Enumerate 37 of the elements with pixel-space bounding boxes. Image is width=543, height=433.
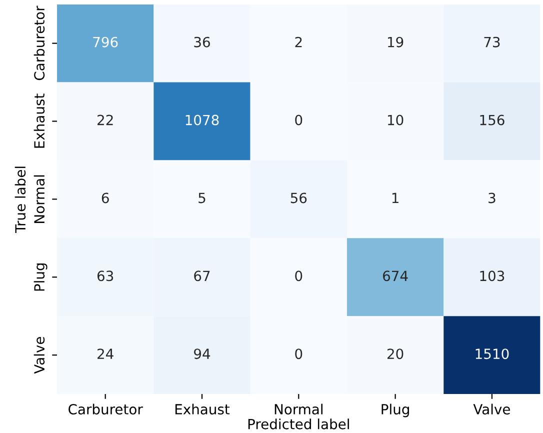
x-tick-label: Exhaust — [175, 404, 230, 415]
data-label: 103 — [480, 270, 504, 282]
data-label: 56 — [290, 192, 307, 204]
x-tick-label: Normal — [274, 404, 322, 415]
data-label: 3 — [488, 192, 496, 204]
x-tick-label: Valve — [473, 404, 510, 415]
y-tick-label: Normal — [34, 175, 45, 223]
y-tick-label: Valve — [34, 337, 45, 374]
data-label: 156 — [480, 114, 504, 126]
data-label: 0 — [295, 348, 302, 360]
data-label: 67 — [194, 270, 210, 282]
data-label: 5 — [198, 192, 206, 204]
data-label: 6 — [102, 192, 109, 204]
x-tick-label: Plug — [382, 404, 409, 418]
data-label: 674 — [383, 270, 408, 282]
data-label: 24 — [98, 348, 114, 359]
data-label: 19 — [388, 36, 404, 48]
data-label: 36 — [194, 36, 210, 48]
data-label: 10 — [388, 114, 404, 126]
data-label: 63 — [97, 270, 114, 282]
data-label: 796 — [93, 36, 118, 48]
data-label: 0 — [295, 114, 302, 126]
y-axis-title: True label — [14, 166, 26, 233]
data-label: 94 — [194, 348, 210, 360]
data-label: 1 — [392, 192, 398, 204]
x-axis-title: Predicted label — [248, 418, 349, 430]
data-label: 73 — [484, 36, 500, 48]
data-label: 2 — [295, 36, 302, 48]
data-label: 20 — [387, 348, 404, 360]
y-tick-label: Exhaust — [34, 94, 45, 148]
data-label: 22 — [98, 114, 113, 126]
data-label: 1078 — [186, 114, 219, 126]
x-tick-label: Carburetor — [68, 404, 143, 415]
data-label: 0 — [295, 270, 302, 282]
data-label: 1510 — [476, 348, 509, 360]
y-tick-label: Carburetor — [34, 6, 45, 80]
y-tick-label: Plug — [34, 263, 48, 291]
